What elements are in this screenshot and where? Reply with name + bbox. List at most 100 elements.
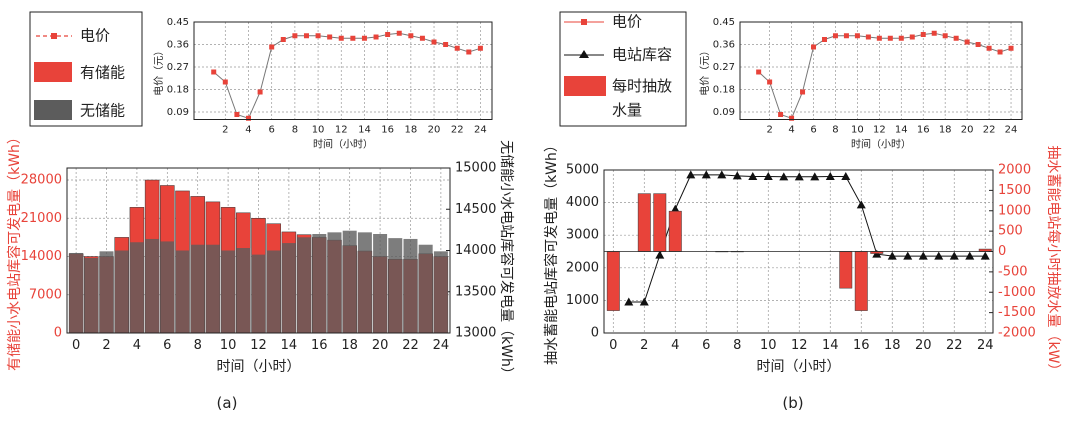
x-tick-label: 16 — [311, 338, 328, 353]
marker — [942, 33, 948, 39]
y-axis-title: 抽水蓄能电站库容可发电量（kWh） — [543, 138, 560, 365]
x-tick-label: 2 — [640, 338, 648, 353]
y-tick-label: 0.18 — [167, 85, 189, 96]
y2-tick-label: 14500 — [455, 202, 496, 217]
marker — [257, 89, 263, 95]
x-axis-title: 时间（小时） — [217, 359, 301, 375]
bar — [236, 248, 251, 333]
marker — [443, 42, 449, 47]
x-tick-label: 24 — [1005, 125, 1018, 136]
y2-tick-label: -1000 — [998, 285, 1036, 300]
legend-frame — [559, 11, 687, 127]
marker — [361, 35, 367, 41]
x-tick-label: 22 — [402, 338, 419, 353]
legend-swatch — [34, 62, 72, 82]
y-tick-label: 3000 — [566, 228, 599, 243]
x-tick-label: 12 — [791, 338, 808, 353]
y2-tick-label: -2000 — [998, 326, 1036, 341]
x-tick-label: 6 — [810, 125, 816, 136]
y2-tick-label: -500 — [998, 264, 1028, 279]
x-axis-title: 时间（小时） — [757, 359, 841, 375]
chart: 2 4 6 8 10 12 14 16 18 20 22 240.090.180.270.360.45… — [152, 17, 493, 151]
x-tick-label: 20 — [915, 338, 932, 353]
x-tick-label: 12 — [250, 338, 267, 353]
y-tick-label: 0.36 — [167, 40, 189, 51]
x-tick-label: 24 — [433, 338, 450, 353]
marker — [953, 35, 959, 41]
y-tick-label: 0.27 — [713, 62, 735, 73]
marker — [222, 79, 228, 85]
y-tick-label: 0.27 — [167, 62, 189, 73]
marker — [920, 32, 926, 37]
y2-tick-label: 1000 — [998, 203, 1031, 218]
x-tick-label: 16 — [853, 338, 870, 353]
plot-frame — [739, 21, 1023, 120]
panel-label: (a) — [217, 394, 238, 412]
marker — [396, 30, 402, 36]
legend-label: 电价 — [80, 27, 110, 45]
marker — [431, 39, 437, 45]
marker — [269, 44, 275, 50]
x-tick-label: 20 — [428, 125, 441, 136]
y-tick-label: 0 — [591, 326, 599, 341]
y-tick-label: 0 — [54, 326, 62, 341]
x-tick-label: 16 — [381, 125, 394, 136]
x-tick-label: 14 — [358, 125, 371, 136]
y2-tick-label: 15000 — [455, 161, 496, 176]
x-tick-label: 20 — [961, 125, 974, 136]
x-tick-label: 8 — [194, 338, 202, 353]
y-axis-title: 电价（元） — [152, 46, 165, 96]
marker — [778, 112, 784, 117]
marker — [918, 251, 928, 260]
marker — [756, 69, 762, 75]
y2-tick-label: 1500 — [998, 183, 1031, 198]
marker — [701, 170, 711, 179]
y-axis-title: 电价（元） — [698, 46, 711, 96]
marker — [975, 42, 981, 47]
chart: 0 2 4 6 8 10 12 14 16 18 20 22 240700014000210002800… — [6, 130, 515, 412]
legend-label: 有储能 — [80, 64, 125, 82]
x-tick-label: 6 — [163, 338, 171, 353]
bar — [114, 250, 129, 333]
y-axis-title: 有储能小水电站库容可发电量（kWh） — [6, 130, 23, 371]
x-tick-label: 18 — [341, 338, 358, 353]
x-axis-title: 时间（小时） — [313, 138, 373, 151]
x-tick-label: 18 — [939, 125, 952, 136]
x-tick-label: 4 — [245, 125, 251, 136]
plot-frame — [193, 21, 493, 120]
legend-marker — [51, 33, 57, 39]
x-tick-label: 14 — [822, 338, 839, 353]
marker — [1008, 45, 1014, 51]
bar — [221, 250, 236, 333]
legend-marker — [579, 50, 589, 58]
marker — [327, 34, 333, 40]
marker — [315, 33, 321, 39]
x-axis-title: 时间（小时） — [851, 138, 911, 151]
x-tick-label: 4 — [671, 338, 679, 353]
legend-swatch — [564, 76, 606, 96]
line — [628, 174, 986, 303]
y2-tick-label: 0 — [998, 244, 1006, 259]
legend-label: 每时抽放水量 — [612, 77, 673, 119]
marker — [794, 172, 804, 181]
marker — [624, 297, 634, 306]
y-tick-label: 0.36 — [713, 40, 735, 51]
y-tick-label: 28000 — [21, 173, 62, 188]
bar — [373, 234, 388, 333]
x-tick-label: 14 — [281, 338, 298, 353]
x-tick-label: 14 — [895, 125, 908, 136]
bar — [342, 230, 357, 333]
marker — [385, 32, 391, 37]
bar — [84, 257, 99, 333]
panel-label: (b) — [782, 394, 803, 412]
bar — [418, 244, 433, 333]
legend-label-box: 每时抽放水量 — [612, 77, 673, 119]
bar — [653, 193, 667, 252]
marker — [931, 30, 937, 36]
marker — [639, 297, 649, 306]
marker — [800, 89, 806, 95]
x-tick-label: 4 — [788, 125, 794, 136]
marker — [810, 172, 820, 181]
marker — [454, 45, 460, 51]
x-tick-label: 2 — [766, 125, 772, 136]
